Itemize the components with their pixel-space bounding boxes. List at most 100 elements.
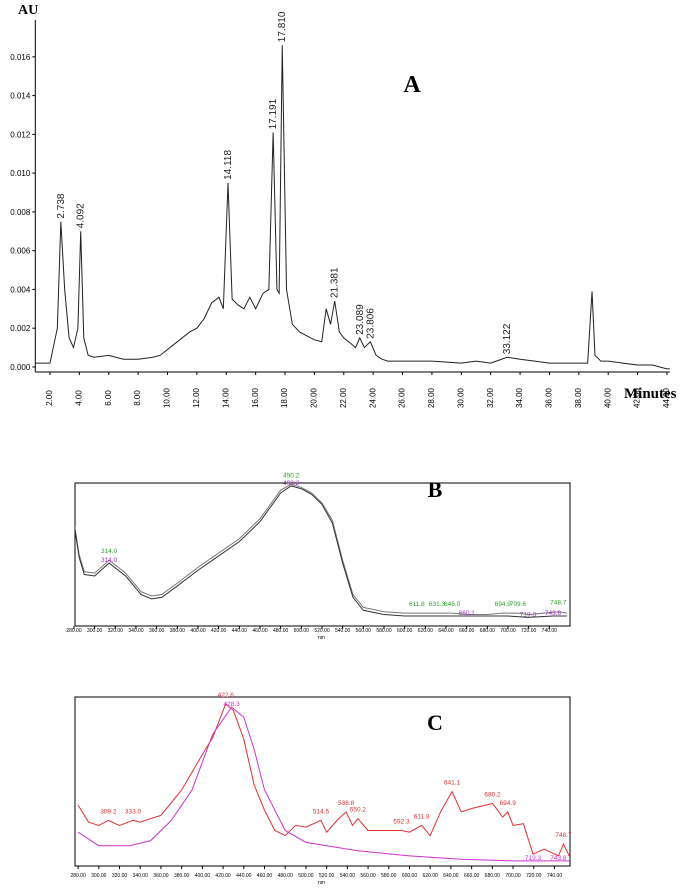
peak-label: 550.2 [350, 807, 367, 814]
x-tick-label: 560.00 [356, 628, 372, 634]
peak-label: 592.3 [393, 819, 410, 826]
series-line [77, 706, 570, 862]
x-tick-label: 300.00 [91, 873, 107, 879]
x-tick-label: 16.00 [251, 387, 260, 408]
panel: 280.00 300.00 320.00 340.00 360.00 380.00 400.… [70, 692, 572, 886]
panel-label: C [427, 710, 443, 735]
peak-label: 743.6 [545, 610, 562, 617]
x-tick-label: 4.00 [74, 390, 83, 406]
x-tick-label: 720.00 [526, 873, 542, 879]
peak-label: 314.0 [101, 557, 118, 564]
x-tick-label: 44.00 [662, 387, 671, 408]
peak-label: 719.3 [525, 855, 542, 862]
x-axis-label: nm [318, 880, 325, 886]
x-tick-label: 20.00 [310, 387, 319, 408]
x-tick-label: 8.00 [133, 390, 142, 406]
peak-label: 641.1 [444, 780, 461, 787]
x-tick-label: 580.00 [381, 873, 397, 879]
x-tick-label: 600.00 [402, 873, 418, 879]
peak-label: 748.7 [550, 600, 567, 607]
x-tick-label: 420.00 [215, 873, 231, 879]
x-tick-label: 660.00 [459, 628, 475, 634]
x-tick-label: 42.00 [633, 387, 642, 408]
peak-label: 646.0 [444, 601, 461, 608]
panel-label: B [428, 477, 443, 502]
y-tick-label: 0.002 [10, 324, 31, 333]
peak-label: 538.8 [338, 800, 355, 807]
x-tick-label: 480.00 [273, 628, 289, 634]
x-tick-label: 540.00 [340, 873, 356, 879]
peak-label: 314.0 [101, 548, 118, 555]
series-line [75, 485, 567, 618]
x-tick-label: 28.00 [427, 387, 436, 408]
x-tick-label: 480.00 [278, 873, 294, 879]
x-tick-label: 580.00 [376, 628, 392, 634]
y-tick-label: 0.010 [10, 169, 31, 178]
x-tick-label: 680.00 [480, 628, 496, 634]
x-tick-label: 280.00 [66, 628, 82, 634]
peak-label: 21.381 [330, 267, 341, 298]
peak-label: 694.9 [495, 601, 512, 608]
plot-frame [74, 696, 571, 867]
x-tick-label: 400.00 [195, 873, 211, 879]
peak-label: 4.092 [76, 203, 87, 228]
peak-label: 33.122 [502, 323, 513, 354]
peak-label: 490.2 [283, 472, 300, 479]
x-tick-label: 360.00 [153, 873, 169, 879]
x-tick-label: 460.00 [257, 873, 273, 879]
y-tick-label: 0.000 [10, 363, 31, 372]
x-tick-label: 540.00 [335, 628, 351, 634]
x-tick-label: 740.00 [547, 873, 563, 879]
x-tick-label: 360.00 [149, 628, 165, 634]
peak-label: 333.0 [125, 808, 142, 815]
series-line [77, 702, 570, 858]
x-tick-label: 460.00 [252, 628, 268, 634]
plot-frame [74, 482, 571, 627]
x-tick-label: 34.00 [515, 387, 524, 408]
x-tick-label: 300.00 [87, 628, 103, 634]
x-tick-label: 680.00 [485, 873, 501, 879]
x-tick-label: 36.00 [545, 387, 554, 408]
x-tick-label: 520.00 [319, 873, 335, 879]
x-tick-label: 620.00 [423, 873, 439, 879]
x-tick-label: 22.00 [339, 387, 348, 408]
x-tick-label: 740.00 [542, 628, 558, 634]
peak-label: 428.3 [224, 701, 241, 708]
peak-label: 660.1 [459, 610, 476, 617]
peak-label: 631.3 [429, 601, 446, 608]
panel: 280.00 300.00 320.00 340.00 360.00 380.00 400.… [66, 472, 571, 641]
x-tick-label: 18.00 [280, 387, 289, 408]
x-tick-label: 640.00 [443, 873, 459, 879]
x-tick-label: 660.00 [464, 873, 480, 879]
x-tick-label: 320.00 [112, 873, 128, 879]
x-axis-label: nm [318, 635, 325, 641]
x-axis-label: Minutes [624, 386, 677, 402]
x-tick-label: 40.00 [603, 387, 612, 408]
x-tick-label: 500.00 [294, 628, 310, 634]
x-tick-label: 32.00 [486, 387, 495, 408]
peak-label: 309.2 [100, 808, 117, 815]
peak-label: 709.6 [510, 601, 527, 608]
x-tick-label: 24.00 [368, 387, 377, 408]
peak-label: 514.5 [313, 808, 330, 815]
y-tick-label: 0.016 [10, 53, 31, 62]
x-tick-label: 420.00 [211, 628, 227, 634]
peak-label: 748.7 [555, 832, 572, 839]
x-tick-label: 26.00 [398, 387, 407, 408]
peak-label: 14.118 [223, 150, 234, 180]
x-tick-label: 640.00 [438, 628, 454, 634]
peak-label: 743.8 [550, 855, 567, 862]
x-tick-label: 700.00 [505, 873, 521, 879]
panel-label: A [403, 72, 421, 98]
y-tick-label: 0.012 [10, 130, 31, 139]
x-tick-label: 38.00 [574, 387, 583, 408]
x-tick-label: 280.00 [70, 873, 86, 879]
x-tick-label: 6.00 [104, 390, 113, 406]
peak-label: 611.8 [414, 813, 430, 820]
x-tick-label: 600.00 [397, 628, 413, 634]
y-axis-label: AU [18, 3, 38, 18]
x-tick-label: 14.00 [221, 387, 230, 408]
y-tick-label: 0.004 [10, 285, 31, 294]
